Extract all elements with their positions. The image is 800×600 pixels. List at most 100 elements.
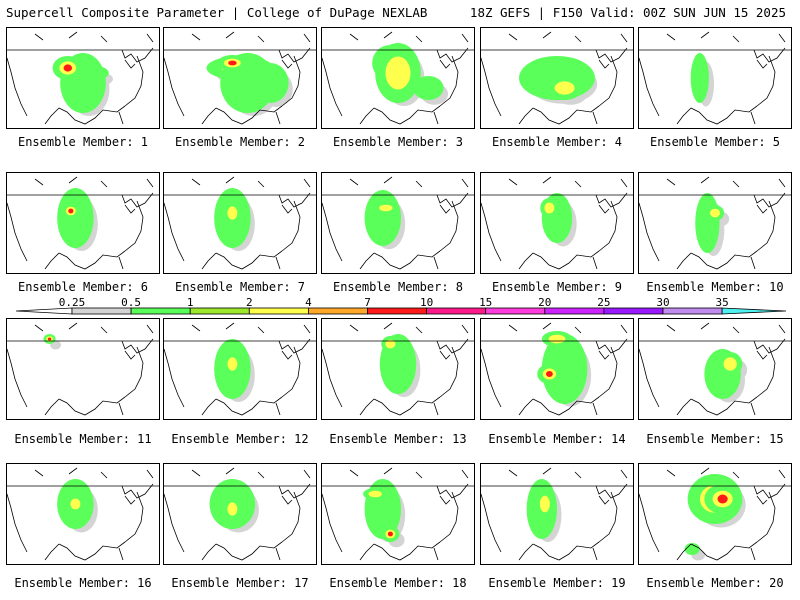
colorbar-tick-label: 2 <box>246 296 253 309</box>
basemap-boundary-line <box>278 483 311 499</box>
basemap-boundary-line <box>439 350 451 360</box>
basemap-boundary-line <box>508 176 628 188</box>
scp-weak-area <box>684 543 700 555</box>
basemap-boundary-line <box>191 176 311 188</box>
member-map <box>481 176 633 270</box>
basemap-boundary-line <box>756 350 768 360</box>
basemap-boundary-line <box>595 338 628 354</box>
scp-moderate-area <box>227 502 238 516</box>
basemap-boundary-line <box>756 55 776 107</box>
scp-moderate-area <box>368 490 382 498</box>
basemap-boundary-line <box>598 200 618 252</box>
basemap-boundary-line <box>756 200 776 252</box>
scp-weak-area <box>541 334 588 404</box>
basemap-boundary-line <box>481 348 502 408</box>
member-label: Ensemble Member: 16 <box>14 576 152 590</box>
scp-moderate-area <box>70 498 81 510</box>
member-map-panel <box>480 172 634 274</box>
member-map-panel <box>321 172 475 274</box>
basemap-boundary-line <box>191 322 311 334</box>
scp-weak-area <box>57 188 94 248</box>
basemap-boundary-line <box>281 350 293 360</box>
scp-strong-area <box>228 60 237 66</box>
basemap-boundary-line <box>439 55 459 107</box>
member-label: Ensemble Member: 15 <box>646 432 784 446</box>
basemap-boundary-line <box>349 467 469 479</box>
basemap-boundary-line <box>359 543 375 561</box>
basemap-boundary-line <box>598 55 618 107</box>
colorbar-segment <box>367 307 427 315</box>
basemap-boundary-line <box>518 398 534 416</box>
basemap-boundary-line <box>690 541 758 561</box>
colorbar-tick-label: 30 <box>656 296 669 309</box>
basemap-boundary-line <box>322 493 343 553</box>
basemap-boundary-line <box>118 256 124 270</box>
basemap-boundary-line <box>666 31 786 43</box>
member-map <box>639 31 791 125</box>
basemap-boundary-line <box>215 396 283 416</box>
member-map-panel <box>638 27 792 129</box>
basemap-boundary-line <box>481 493 502 553</box>
basemap-boundary-line <box>756 491 776 543</box>
basemap-boundary-line <box>532 541 600 561</box>
member-map <box>322 322 474 416</box>
scp-weak-area <box>364 190 402 246</box>
basemap-boundary-line <box>349 322 469 334</box>
basemap-boundary-line <box>275 256 281 270</box>
basemap-boundary-line <box>124 204 136 214</box>
colorbar-tick-label: 1 <box>187 296 194 309</box>
basemap-boundary-line <box>124 200 144 252</box>
basemap-boundary-line <box>598 346 618 398</box>
scp-moderate-area <box>709 208 721 218</box>
basemap-boundary-line <box>756 346 776 398</box>
basemap-boundary-line <box>439 491 459 543</box>
basemap-boundary-line <box>676 543 692 561</box>
member-label: Ensemble Member: 10 <box>646 280 784 294</box>
basemap-boundary-line <box>690 396 758 416</box>
scp-strong-area <box>717 494 728 504</box>
basemap-boundary-line <box>278 192 311 208</box>
basemap-boundary-line <box>750 402 756 416</box>
colorbar-tick-label: 25 <box>597 296 610 309</box>
scp-weak-area <box>252 63 289 103</box>
basemap-boundary-line <box>124 346 144 398</box>
basemap-boundary-line <box>34 467 154 479</box>
basemap-boundary-line <box>58 541 126 561</box>
basemap-boundary-line <box>439 59 451 69</box>
basemap-boundary-line <box>281 200 301 252</box>
member-label: Ensemble Member: 17 <box>171 576 309 590</box>
basemap-boundary-line <box>201 398 217 416</box>
basemap-boundary-line <box>359 252 375 270</box>
basemap-boundary-line <box>44 252 60 270</box>
member-map <box>7 176 159 270</box>
colorbar-segment <box>189 307 250 315</box>
basemap-boundary-line <box>34 176 154 188</box>
colorbar-tick-label: 7 <box>364 296 371 309</box>
basemap-boundary-line <box>359 398 375 416</box>
basemap-boundary-line <box>518 252 534 270</box>
scp-moderate-area <box>385 56 411 90</box>
basemap-boundary-line <box>439 495 451 505</box>
basemap-boundary-line <box>322 202 343 262</box>
member-label: Ensemble Member: 7 <box>174 280 306 294</box>
basemap-boundary-line <box>690 105 758 125</box>
basemap-boundary-line <box>7 202 28 262</box>
basemap-boundary-line <box>191 467 311 479</box>
member-map-panel <box>321 27 475 129</box>
basemap-boundary-line <box>201 543 217 561</box>
basemap-boundary-line <box>373 396 441 416</box>
member-map <box>164 176 316 270</box>
colorbar-tick-label: 15 <box>479 296 492 309</box>
colorbar-tick-label: 35 <box>715 296 728 309</box>
basemap-boundary-line <box>750 256 756 270</box>
basemap-boundary-line <box>666 176 786 188</box>
scp-weak-area <box>690 53 709 103</box>
basemap-boundary-line <box>598 59 610 69</box>
map-title: Supercell Composite Parameter | College … <box>6 5 428 20</box>
basemap-boundary-line <box>322 348 343 408</box>
colorbar-segment <box>544 307 605 315</box>
member-label: Ensemble Member: 9 <box>491 280 623 294</box>
basemap-boundary-line <box>532 105 600 125</box>
colorbar-segment <box>307 307 368 315</box>
basemap-boundary-line <box>676 398 692 416</box>
